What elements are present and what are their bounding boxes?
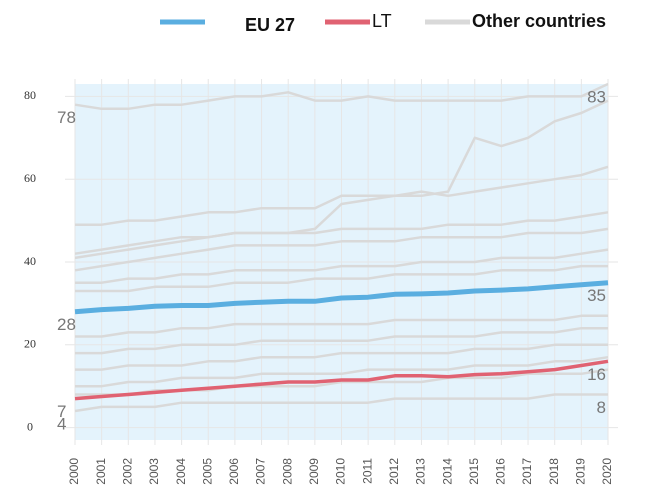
x-tick-label: 2014	[440, 458, 454, 485]
other-line	[74, 82, 609, 111]
x-tick-label: 2020	[600, 458, 614, 485]
value-label: 35	[587, 286, 606, 305]
legend-label: LT	[372, 11, 392, 31]
value-label: 8	[597, 398, 606, 417]
y-tick-label: 40	[24, 254, 36, 268]
x-tick-label: 2001	[94, 458, 108, 485]
y-tick-label: 80	[24, 88, 36, 102]
x-tick-label: 2016	[494, 458, 508, 485]
x-tick-label: 2007	[254, 458, 268, 485]
value-label: 16	[587, 365, 606, 384]
other-line	[75, 248, 609, 284]
series-line	[74, 280, 609, 315]
x-tick-label: 2005	[200, 458, 214, 485]
y-tick-label: 0	[27, 419, 33, 433]
x-tick-label: 2018	[547, 458, 561, 485]
x-tick-label: 2011	[360, 458, 374, 484]
other-line	[75, 99, 609, 226]
other-line	[74, 211, 609, 260]
legend-label: Other countries	[472, 11, 606, 31]
other-line	[75, 314, 608, 338]
other-line	[74, 165, 609, 255]
x-tick-label: 2015	[467, 458, 481, 485]
legend-label: EU 27	[245, 15, 295, 35]
x-tick-label: 2017	[520, 458, 534, 485]
x-tick-label: 2000	[67, 458, 81, 485]
x-tick-label: 2009	[307, 458, 321, 485]
other-line	[75, 264, 608, 293]
other-line	[75, 326, 608, 355]
x-tick-label: 2003	[147, 458, 161, 485]
other-line	[74, 393, 608, 413]
value-label: 7	[57, 402, 66, 421]
x-tick-label: 2019	[574, 458, 588, 485]
value-label: 28	[57, 315, 76, 334]
x-tick-label: 2013	[414, 458, 428, 485]
x-tick-label: 2012	[387, 458, 401, 485]
value-label: 83	[587, 87, 606, 106]
series-line	[74, 359, 609, 401]
x-tick-label: 2006	[227, 458, 241, 485]
value-label: 4	[57, 415, 66, 434]
y-tick-label: 60	[24, 171, 36, 185]
other-line	[75, 343, 608, 371]
other-line	[75, 355, 609, 388]
x-tick-label: 2002	[120, 458, 134, 485]
value-label: 78	[57, 108, 76, 127]
x-tick-label: 2004	[174, 458, 188, 485]
x-tick-label: 2010	[334, 458, 348, 485]
other-line	[74, 227, 609, 272]
y-tick-label: 20	[24, 337, 36, 351]
x-tick-label: 2008	[280, 458, 294, 485]
